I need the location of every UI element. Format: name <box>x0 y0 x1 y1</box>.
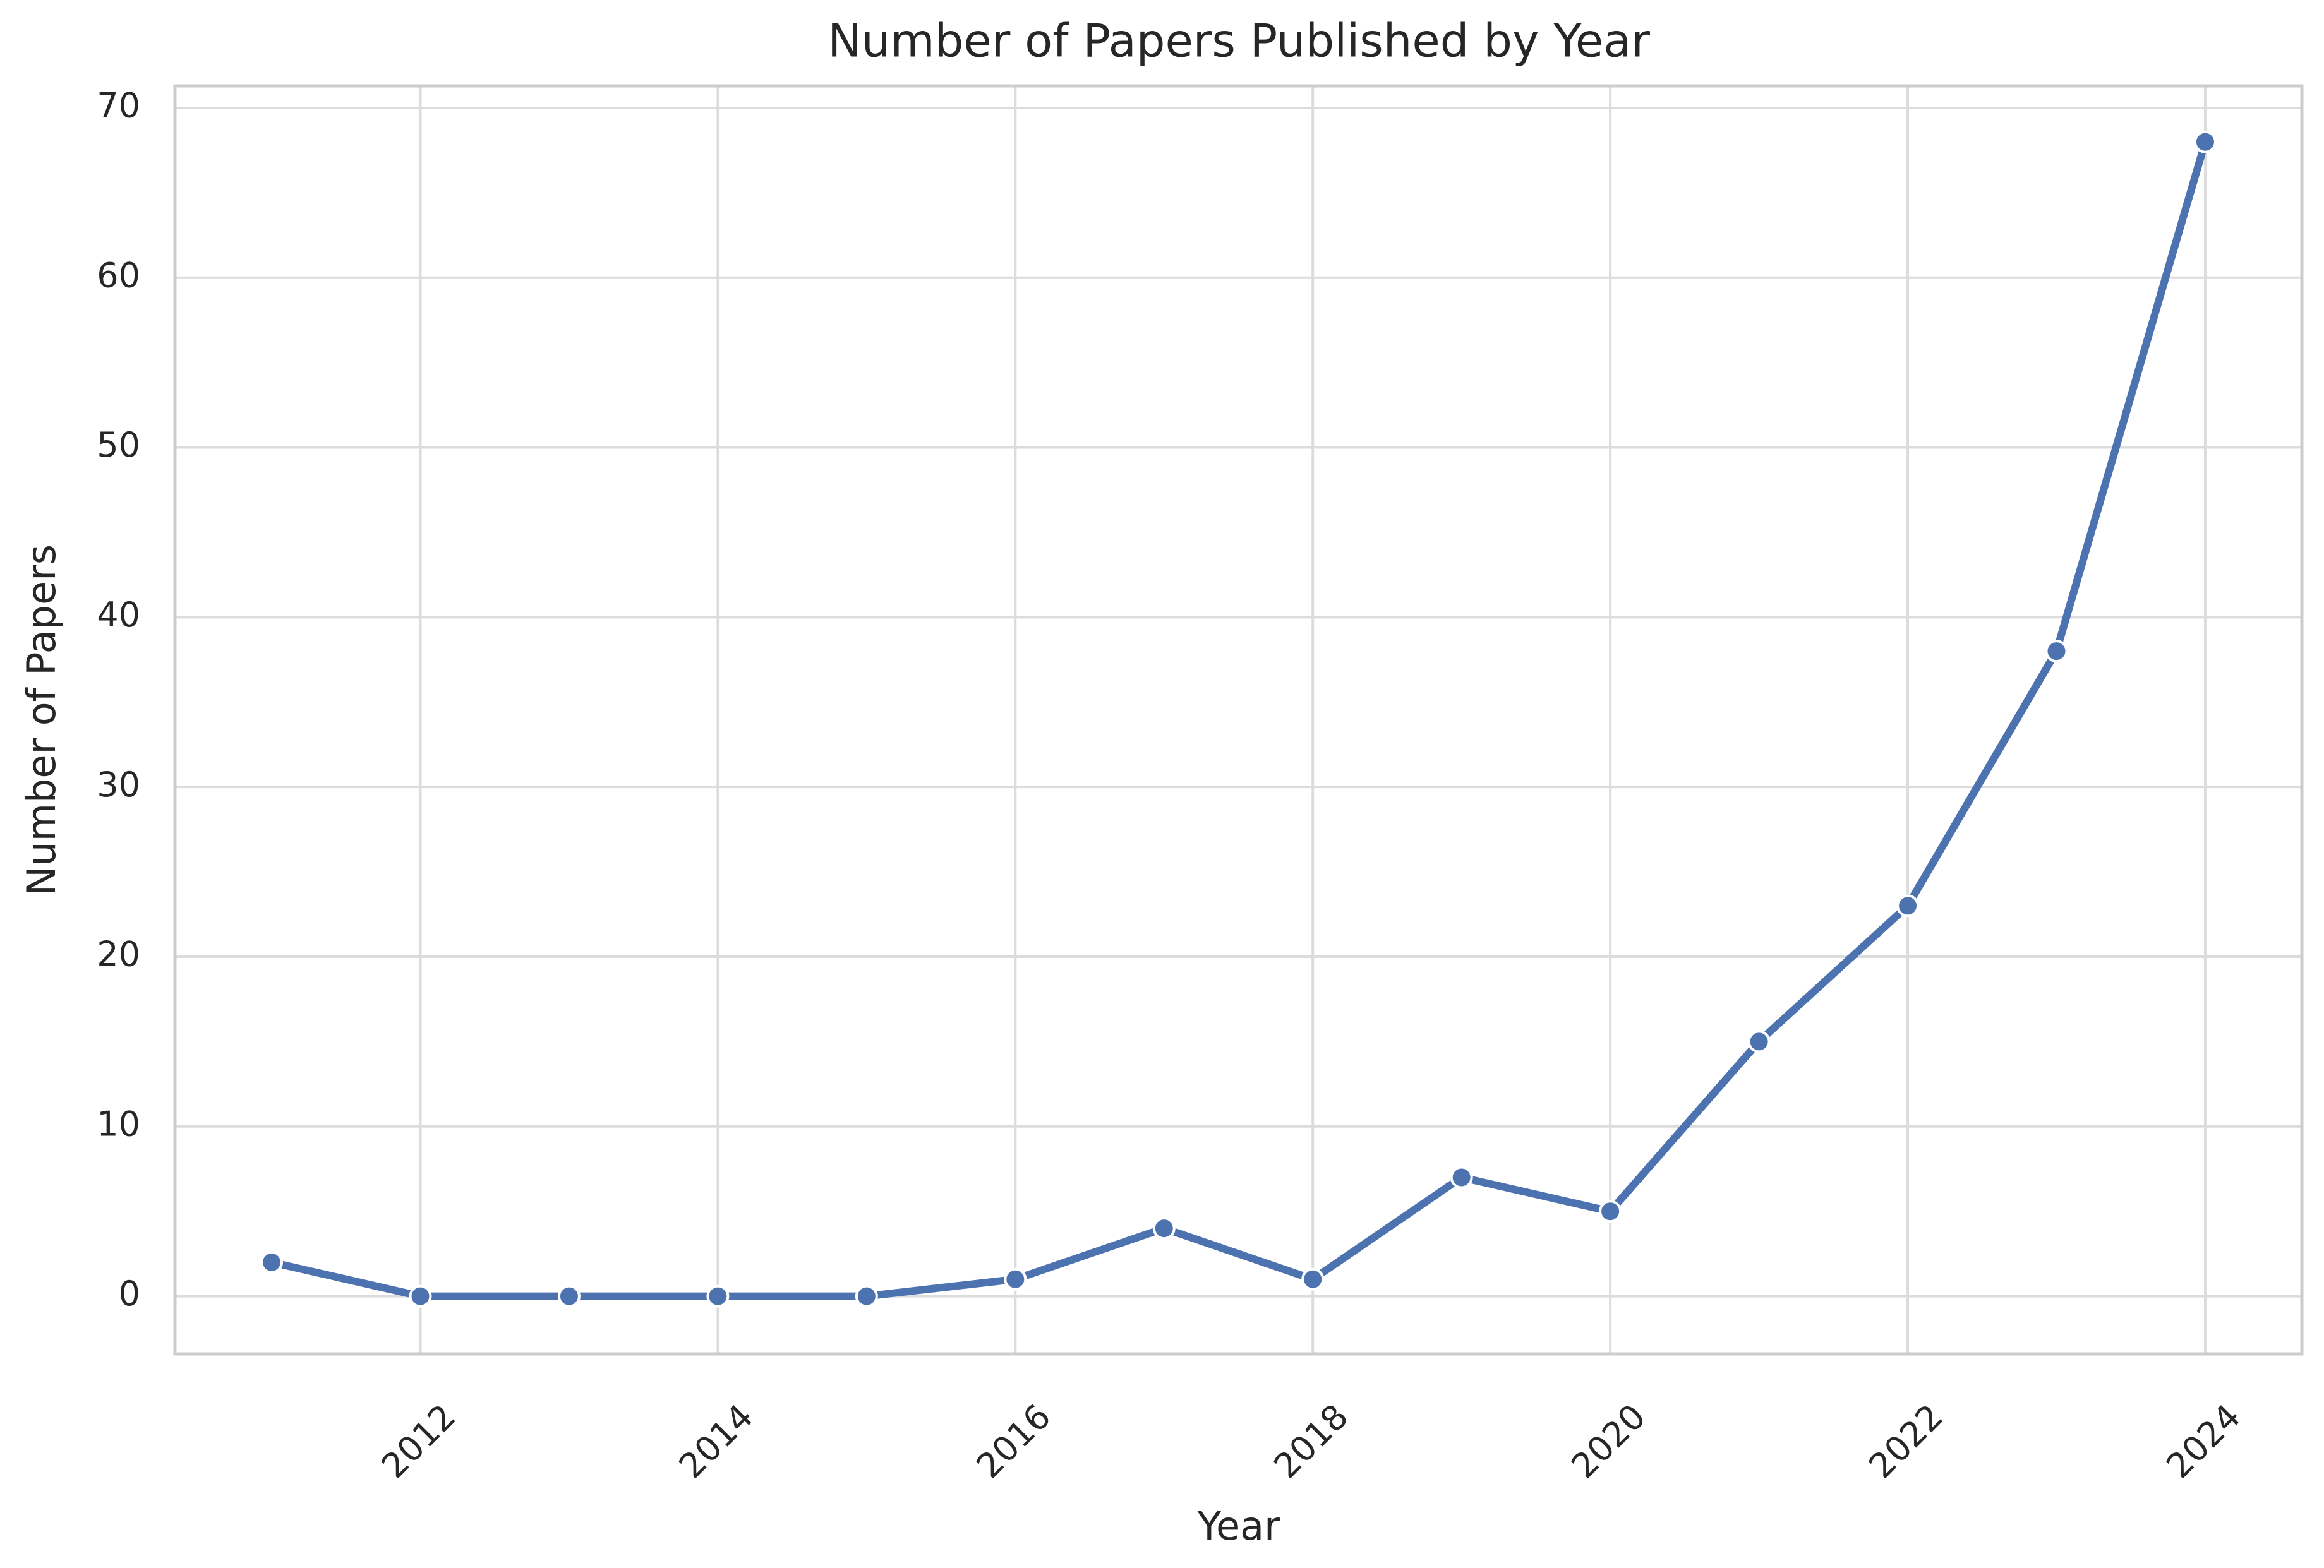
x-tick-label: 2012 <box>374 1396 464 1486</box>
x-tick-label: 2020 <box>1564 1396 1654 1486</box>
y-tick-label: 30 <box>97 765 140 805</box>
y-tick-label: 40 <box>97 595 140 635</box>
data-point <box>855 1284 878 1308</box>
data-point <box>1896 894 1920 918</box>
data-point <box>409 1284 432 1308</box>
y-tick-label: 20 <box>97 935 140 974</box>
data-point <box>260 1250 284 1274</box>
y-tick-label: 10 <box>97 1104 140 1144</box>
plot-frame <box>173 84 2304 1356</box>
data-point <box>2193 130 2217 153</box>
x-axis-label: Year <box>1196 1503 1280 1549</box>
data-point <box>1301 1267 1325 1291</box>
chart-title: Number of Papers Published by Year <box>828 15 1650 68</box>
data-point <box>2045 640 2068 663</box>
y-tick-label: 50 <box>97 425 140 465</box>
y-tick-label: 70 <box>97 86 140 126</box>
x-tick-label: 2016 <box>969 1396 1059 1486</box>
x-tick-label: 2024 <box>2158 1396 2248 1486</box>
data-point <box>1599 1200 1622 1223</box>
y-tick-label: 0 <box>119 1274 140 1314</box>
data-point <box>557 1284 581 1308</box>
x-tick-label: 2014 <box>671 1396 761 1486</box>
data-point <box>1004 1267 1027 1291</box>
x-tick-label: 2022 <box>1861 1396 1951 1486</box>
data-point <box>1152 1217 1176 1240</box>
y-tick-label: 60 <box>97 255 140 295</box>
data-point <box>1747 1030 1771 1053</box>
y-axis-label: Number of Papers <box>18 544 64 895</box>
data-line <box>268 138 2209 1300</box>
data-point <box>706 1284 730 1308</box>
data-point <box>1450 1166 1473 1189</box>
x-tick-label: 2018 <box>1267 1396 1356 1486</box>
